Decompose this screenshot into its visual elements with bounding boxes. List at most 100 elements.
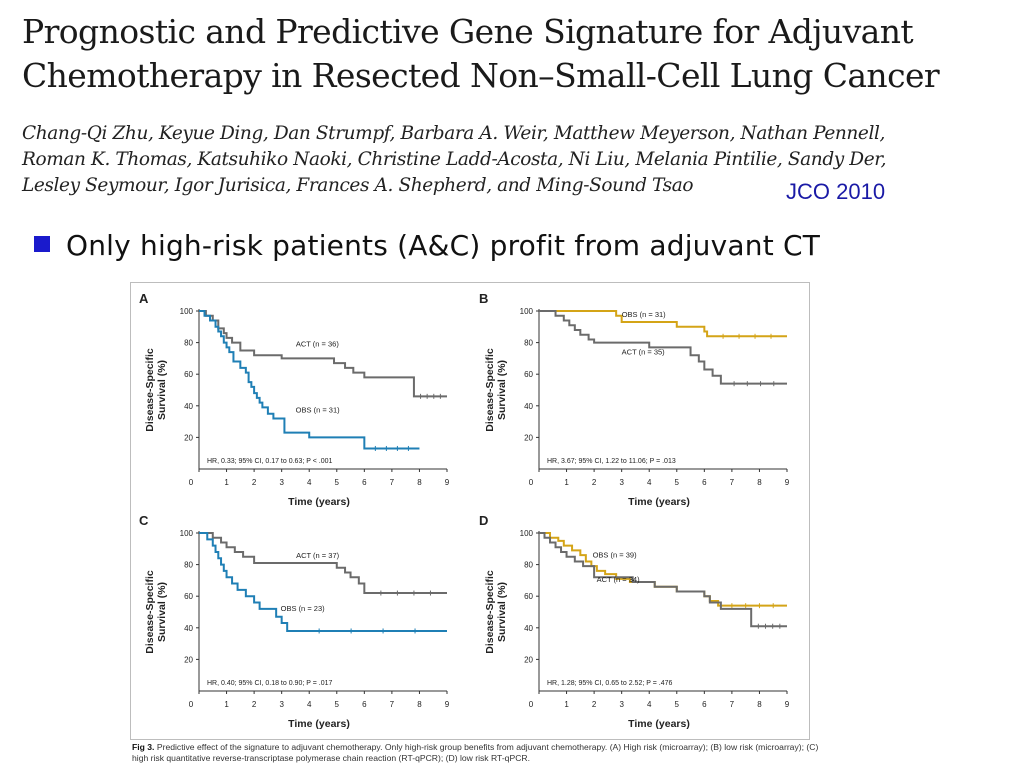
x-tick-label: 9 <box>445 478 450 487</box>
stats-annotation: HR, 0.33; 95% CI, 0.17 to 0.63; P < .001 <box>207 458 332 465</box>
journal-citation: JCO 2010 <box>786 179 886 204</box>
origin-label: 0 <box>189 478 194 487</box>
x-tick-label: 3 <box>619 700 624 709</box>
y-tick-label: 60 <box>184 592 193 601</box>
series-label: ACT (n = 36) <box>296 340 340 349</box>
x-tick-label: 2 <box>252 700 257 709</box>
origin-label: 0 <box>529 700 534 709</box>
x-tick-label: 5 <box>335 478 340 487</box>
y-tick-label: 60 <box>184 370 193 379</box>
x-tick-label: 1 <box>224 700 229 709</box>
x-tick-label: 7 <box>730 700 735 709</box>
panel-d: D 20 40 60 80 100 0 1 2 3 4 5 6 7 8 9 Time (years) Diseas… <box>479 513 790 730</box>
x-tick-label: 1 <box>224 478 229 487</box>
panel-label: A <box>139 291 149 306</box>
y-tick-label: 100 <box>180 529 194 538</box>
x-tick-label: 4 <box>307 700 312 709</box>
author-line-2: Roman K. Thomas, Katsuhiko Naoki, Christ… <box>22 149 887 170</box>
survival-curve <box>199 310 447 398</box>
x-tick-label: 4 <box>647 478 652 487</box>
x-tick-label: 7 <box>730 478 735 487</box>
paper-title-line-2: Chemotherapy in Resected Non–Small-Cell … <box>22 56 940 95</box>
x-axis-title: Time (years) <box>628 496 690 508</box>
x-tick-label: 9 <box>785 478 790 487</box>
stats-annotation: HR, 1.28; 95% CI, 0.65 to 2.52; P = .476 <box>547 680 672 687</box>
y-tick-label: 20 <box>184 655 193 664</box>
bullet-text: Only high-risk patients (A&C) profit fro… <box>66 229 821 262</box>
y-axis-title: Disease-SpecificSurvival (%) <box>144 570 168 654</box>
survival-curve <box>539 310 787 338</box>
bullet-point: Only high-risk patients (A&C) profit fro… <box>34 229 820 262</box>
panel-a: A 20 40 60 80 100 0 1 2 3 4 5 6 7 8 9 Time (years) Diseas… <box>139 291 450 508</box>
x-tick-label: 5 <box>675 700 680 709</box>
y-tick-label: 100 <box>520 529 534 538</box>
x-tick-label: 5 <box>335 700 340 709</box>
x-tick-label: 8 <box>417 700 422 709</box>
panel-label: D <box>479 513 488 528</box>
x-tick-label: 5 <box>675 478 680 487</box>
author-line-3: Lesley Seymour, Igor Jurisica, Frances A… <box>22 175 694 196</box>
survival-curve <box>539 532 787 628</box>
caption-text: Predictive effect of the signature to ad… <box>132 742 819 763</box>
survival-curve <box>539 310 787 385</box>
stats-annotation: HR, 0.40; 95% CI, 0.18 to 0.90; P = .017 <box>207 680 332 687</box>
series-label: OBS (n = 31) <box>296 405 340 414</box>
y-tick-label: 80 <box>184 339 193 348</box>
series-label: ACT (n = 34) <box>597 575 641 584</box>
survival-curve <box>539 532 787 607</box>
x-tick-label: 8 <box>757 478 762 487</box>
paper-title-line-1: Prognostic and Predictive Gene Signature… <box>22 12 914 51</box>
survival-figure: A 20 40 60 80 100 0 1 2 3 4 5 6 7 8 9 Time (years) Diseas… <box>130 282 810 740</box>
y-tick-label: 40 <box>524 624 533 633</box>
origin-label: 0 <box>189 700 194 709</box>
x-tick-label: 6 <box>702 700 707 709</box>
series-label: ACT (n = 35) <box>622 348 666 357</box>
y-axis-title: Disease-SpecificSurvival (%) <box>484 570 508 654</box>
y-tick-label: 40 <box>184 402 193 411</box>
panel-label: C <box>139 513 149 528</box>
y-axis-title: Disease-SpecificSurvival (%) <box>144 348 168 432</box>
x-tick-label: 3 <box>279 700 284 709</box>
x-axis-title: Time (years) <box>628 718 690 730</box>
x-tick-label: 3 <box>279 478 284 487</box>
x-tick-label: 1 <box>564 700 569 709</box>
x-tick-label: 2 <box>592 700 597 709</box>
series-label: OBS (n = 23) <box>281 604 325 613</box>
y-tick-label: 40 <box>184 624 193 633</box>
panel-b: B 20 40 60 80 100 0 1 2 3 4 5 6 7 8 9 Time (years) Diseas… <box>479 291 790 508</box>
x-tick-label: 2 <box>592 478 597 487</box>
x-tick-label: 7 <box>390 478 395 487</box>
x-tick-label: 2 <box>252 478 257 487</box>
y-tick-label: 80 <box>184 561 193 570</box>
survival-curve <box>199 532 447 595</box>
y-tick-label: 60 <box>524 370 533 379</box>
y-axis-title: Disease-SpecificSurvival (%) <box>484 348 508 432</box>
author-line-1: Chang-Qi Zhu, Keyue Ding, Dan Strumpf, B… <box>22 123 885 144</box>
survival-curve <box>199 532 447 632</box>
y-tick-label: 100 <box>180 307 194 316</box>
x-axis-title: Time (years) <box>288 496 350 508</box>
series-label: ACT (n = 37) <box>296 551 340 560</box>
x-tick-label: 6 <box>362 700 367 709</box>
x-tick-label: 7 <box>390 700 395 709</box>
x-tick-label: 1 <box>564 478 569 487</box>
y-tick-label: 80 <box>524 339 533 348</box>
x-tick-label: 8 <box>417 478 422 487</box>
y-tick-label: 20 <box>184 433 193 442</box>
y-tick-label: 40 <box>524 402 533 411</box>
series-label: OBS (n = 31) <box>622 310 666 319</box>
y-tick-label: 20 <box>524 655 533 664</box>
panel-label: B <box>479 291 488 306</box>
x-tick-label: 3 <box>619 478 624 487</box>
x-tick-label: 9 <box>785 700 790 709</box>
author-list: Chang-Qi Zhu, Keyue Ding, Dan Strumpf, B… <box>22 121 982 199</box>
x-tick-label: 4 <box>307 478 312 487</box>
y-tick-label: 80 <box>524 561 533 570</box>
x-axis-title: Time (years) <box>288 718 350 730</box>
panel-c: C 20 40 60 80 100 0 1 2 3 4 5 6 7 8 9 Time (years) Diseas… <box>139 513 450 730</box>
survival-curve <box>199 310 420 450</box>
figure-caption: Fig 3. Predictive effect of the signatur… <box>132 742 822 764</box>
x-tick-label: 6 <box>362 478 367 487</box>
y-tick-label: 60 <box>524 592 533 601</box>
